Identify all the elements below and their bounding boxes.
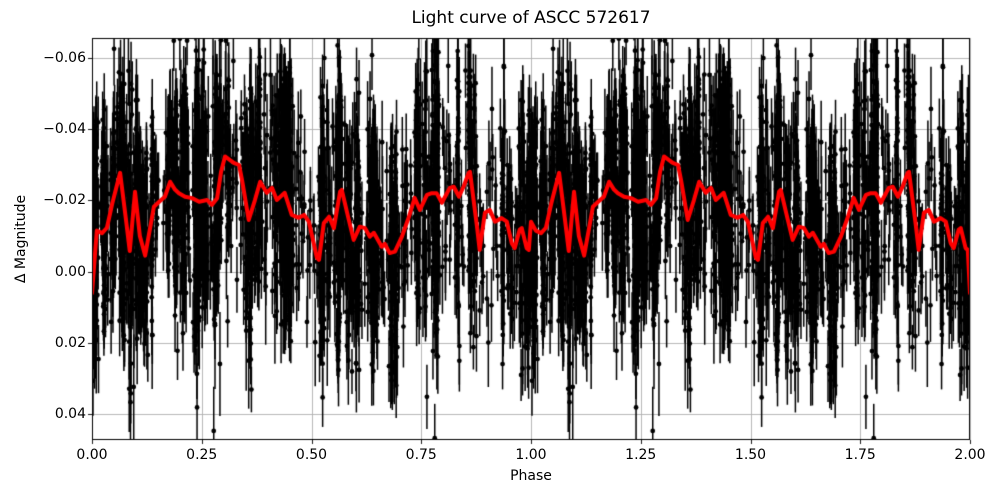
y-tick-label: −0.06 xyxy=(43,49,86,66)
y-tick-label: 0.00 xyxy=(54,263,86,280)
y-tick-label: −0.02 xyxy=(43,192,86,209)
x-tick-label: 1.00 xyxy=(515,447,547,463)
y-tick-label: 0.02 xyxy=(54,334,86,351)
x-tick-label: 1.75 xyxy=(844,447,876,463)
x-tick-label: 0.75 xyxy=(405,447,437,463)
x-tick-label: 1.25 xyxy=(625,447,657,463)
x-tick-label: 0.00 xyxy=(76,447,108,463)
y-tick-label: 0.04 xyxy=(54,406,86,423)
x-tick-label: 2.00 xyxy=(954,447,986,463)
x-axis-label: Phase xyxy=(510,468,552,484)
x-tick-label: 0.25 xyxy=(186,447,218,463)
x-tick-label: 0.50 xyxy=(295,447,328,463)
x-tick-label: 1.50 xyxy=(734,447,767,463)
chart-title: Light curve of ASCC 572617 xyxy=(411,8,651,28)
y-tick-label: −0.04 xyxy=(43,120,86,137)
